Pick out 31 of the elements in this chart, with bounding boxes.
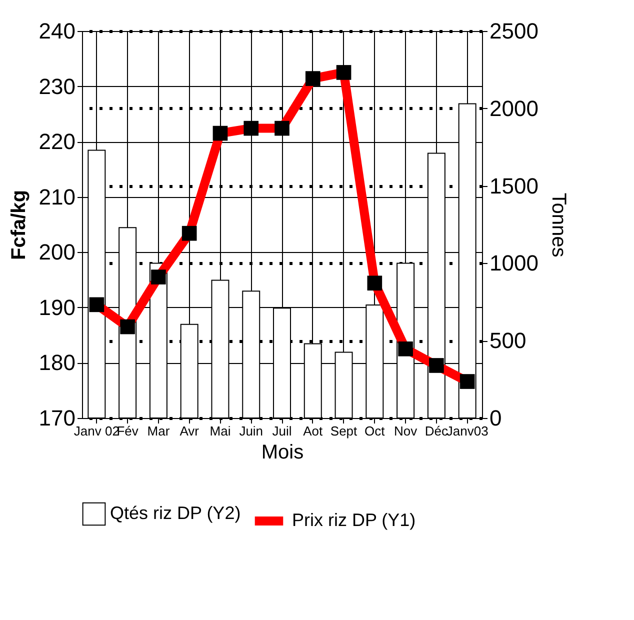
x-tick-label: Juin <box>239 424 264 438</box>
y2-tick-label: 1000 <box>490 250 538 276</box>
x-tick-label: Mai <box>210 424 231 438</box>
y-axis-title: Fcfa/kg <box>8 190 30 260</box>
legend-label: Qtés riz DP (Y2) <box>110 503 241 523</box>
y2-tick-label: 1500 <box>490 173 538 198</box>
x-tick-label: Oct <box>364 424 386 438</box>
x-tick-label: Fév <box>116 424 139 438</box>
y2-tick-label: 0 <box>490 406 502 430</box>
x-tick-label: Aot <box>303 424 324 438</box>
y-tick-label: 190 <box>38 294 76 320</box>
x-tick-label: Sept <box>330 424 358 438</box>
y-tick-label: 210 <box>38 184 76 210</box>
y-tick-label: 240 <box>38 18 76 44</box>
y2-tick-label: 2000 <box>490 96 538 121</box>
y-tick-label: 230 <box>38 74 76 99</box>
x-tick-label: Déc <box>424 424 448 438</box>
y-tick-label: 220 <box>38 129 76 154</box>
y-tick-label: 200 <box>38 240 76 265</box>
y-tick-label: 170 <box>38 406 76 430</box>
y2-tick-label: 500 <box>490 328 526 354</box>
y2-tick-label: 2500 <box>490 18 538 44</box>
x-tick-label: Avr <box>180 424 200 438</box>
x-axis-title: Mois <box>261 442 304 464</box>
y2-axis-title: Tonnes <box>547 192 570 258</box>
x-tick-label: Juil <box>272 424 292 438</box>
x-tick-label: Nov <box>394 424 418 438</box>
x-tick-label: Mar <box>147 424 170 438</box>
y-tick-label: 180 <box>38 350 76 376</box>
legend-label: Prix riz DP (Y1) <box>292 510 416 530</box>
x-tick-label: Janv03 <box>446 424 488 438</box>
